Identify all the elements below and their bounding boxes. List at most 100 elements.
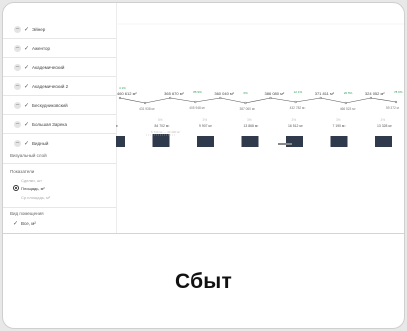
- filter-item-label: Видный: [32, 140, 49, 146]
- scroll-thumb[interactable]: [278, 143, 292, 145]
- chart-area: 460 612 м² 4 1% 431 938 м² 365 670 м² 405 94…: [108, 3, 404, 233]
- filter-item[interactable]: – ✓ Академический: [14, 61, 64, 73]
- divider: [3, 163, 116, 164]
- card: – ✓ Эйнер – ✓ Ажентор – ✓ Академический – ✓ Акад…: [2, 2, 405, 329]
- data-point[interactable]: [244, 101, 247, 105]
- point-value-label: 460 612 м²: [117, 91, 137, 96]
- bar-value-label: 13 328 м²: [377, 124, 393, 128]
- point-value-label: 466 523 м²: [340, 107, 356, 111]
- bar[interactable]: [241, 136, 259, 147]
- point-value-label: 59 372 м: [386, 106, 399, 110]
- data-point[interactable]: [143, 101, 147, 105]
- check-icon: ✓: [24, 26, 30, 33]
- filter-item-label: Ажентор: [32, 45, 51, 51]
- point-change-label: 85 9%: [193, 90, 202, 94]
- filter-item[interactable]: – ✓ Ажентор: [14, 42, 50, 54]
- bar[interactable]: [197, 136, 214, 147]
- divider: [3, 133, 116, 134]
- point-change-label: 4 1%: [119, 86, 126, 90]
- bar-value-label: 20 м²: [116, 124, 119, 128]
- bar-percent-label: 3%: [336, 118, 341, 122]
- tooltip-text: 5 740 м² — 43 400 м²: [151, 130, 180, 134]
- bar[interactable]: [375, 136, 392, 147]
- point-change-label: 0%: [243, 91, 248, 95]
- metric-option-area[interactable]: Площадь, м²: [21, 186, 45, 191]
- collapse-icon[interactable]: –: [14, 25, 21, 33]
- bar-percent-label: 8%: [158, 118, 163, 122]
- collapse-icon[interactable]: –: [14, 44, 21, 52]
- point-change-label: 12 1%: [294, 90, 303, 94]
- series-line: [119, 97, 397, 104]
- divider: [3, 207, 116, 208]
- caption-divider: [3, 233, 404, 234]
- divider: [3, 95, 116, 96]
- divider: [3, 114, 116, 115]
- filter-item[interactable]: – ✓ Видный: [14, 137, 48, 149]
- data-point[interactable]: [169, 96, 172, 100]
- filter-sidebar: – ✓ Эйнер – ✓ Ажентор – ✓ Академический – ✓ Акад…: [3, 3, 117, 233]
- bar-percent-label: 3%: [381, 118, 386, 122]
- filter-item[interactable]: – ✓ Академический 2: [14, 80, 68, 92]
- bar[interactable]: [330, 136, 348, 147]
- data-point[interactable]: [118, 96, 122, 100]
- point-value-label: 432 782 м²: [290, 106, 306, 110]
- room-type-section-label: Вид помещения: [10, 211, 44, 216]
- bar-value-label: 7 190 м²: [333, 124, 347, 128]
- data-point[interactable]: [219, 96, 222, 100]
- point-value-label: 405 948 м²: [189, 106, 205, 110]
- bar-percent-label: 3%: [292, 118, 297, 122]
- bar-value-label: 9 907 м²: [199, 124, 213, 128]
- check-icon: ✓: [24, 102, 30, 109]
- point-value-label: 371 811 м²: [315, 91, 335, 96]
- metric-option-deals[interactable]: Сделки, шт: [21, 178, 42, 183]
- point-change-label: 20 5%: [344, 91, 353, 95]
- data-point[interactable]: [369, 96, 373, 100]
- point-value-label: 360 040 м²: [214, 91, 234, 96]
- filter-item-label: Академический 2: [32, 83, 69, 89]
- caption-title: Сбыт: [175, 269, 232, 293]
- filter-item[interactable]: – ✓ Бескудниковский: [14, 99, 68, 111]
- collapse-icon[interactable]: –: [14, 82, 21, 90]
- radio-selected-icon[interactable]: [13, 185, 19, 191]
- bar-percent-label: 3%: [203, 118, 208, 122]
- bar-value-label: 13 868 м²: [244, 124, 260, 128]
- check-icon: ✓: [24, 83, 30, 90]
- bar-series: 20 м² 8% 84 702 м² 3% 9 907 м² 3% 13 868 м² 3% 1…: [108, 118, 393, 147]
- divider: [3, 76, 116, 77]
- check-icon: ✓: [24, 140, 30, 147]
- data-point[interactable]: [344, 101, 347, 105]
- check-icon: ✓: [13, 220, 19, 227]
- point-value-label: 387 060 м²: [239, 107, 255, 111]
- metric-option-avg-area[interactable]: Ср.площадь, м²: [21, 195, 51, 200]
- metrics-section-label: Показатели: [10, 169, 35, 174]
- bar[interactable]: [152, 134, 170, 147]
- collapse-icon[interactable]: –: [14, 139, 21, 147]
- dashboard-preview: – ✓ Эйнер – ✓ Ажентор – ✓ Академический – ✓ Акад…: [3, 3, 404, 233]
- filter-item[interactable]: – ✓ Эйнер: [14, 23, 45, 35]
- data-point[interactable]: [294, 100, 297, 104]
- bar[interactable]: [108, 136, 125, 147]
- check-icon: ✓: [24, 45, 30, 52]
- chart-svg: 460 612 м²4 1% 431 938 м² 365 670 м² 405 94…: [108, 23, 404, 147]
- collapse-icon[interactable]: –: [14, 63, 21, 71]
- bar[interactable]: [286, 136, 303, 147]
- data-point[interactable]: [319, 96, 322, 100]
- filter-item-label: Большая Зарека: [32, 121, 67, 127]
- filter-item-label: Эйнер: [32, 26, 46, 32]
- collapse-icon[interactable]: –: [14, 101, 21, 109]
- room-type-option[interactable]: ✓ Все, м²: [13, 217, 36, 229]
- point-value-label: 365 670 м²: [164, 91, 184, 96]
- room-type-option-label: Все, м²: [21, 220, 36, 226]
- bar-value-label: 16 512 м²: [288, 124, 304, 128]
- bar-percent-label: 3%: [247, 118, 252, 122]
- data-point[interactable]: [194, 100, 197, 104]
- collapse-icon[interactable]: –: [14, 120, 21, 128]
- visual-section-label: Визуальный слой: [10, 153, 47, 158]
- data-point[interactable]: [269, 96, 272, 100]
- data-point[interactable]: [394, 100, 398, 104]
- bar-value-label: 84 702 м²: [155, 124, 171, 128]
- point-value-label: 386 080 м²: [265, 91, 285, 96]
- filter-item[interactable]: – ✓ Большая Зарека: [14, 118, 67, 130]
- point-value-label: 324 052 м²: [365, 91, 385, 96]
- point-change-label: 78 6%: [394, 90, 403, 94]
